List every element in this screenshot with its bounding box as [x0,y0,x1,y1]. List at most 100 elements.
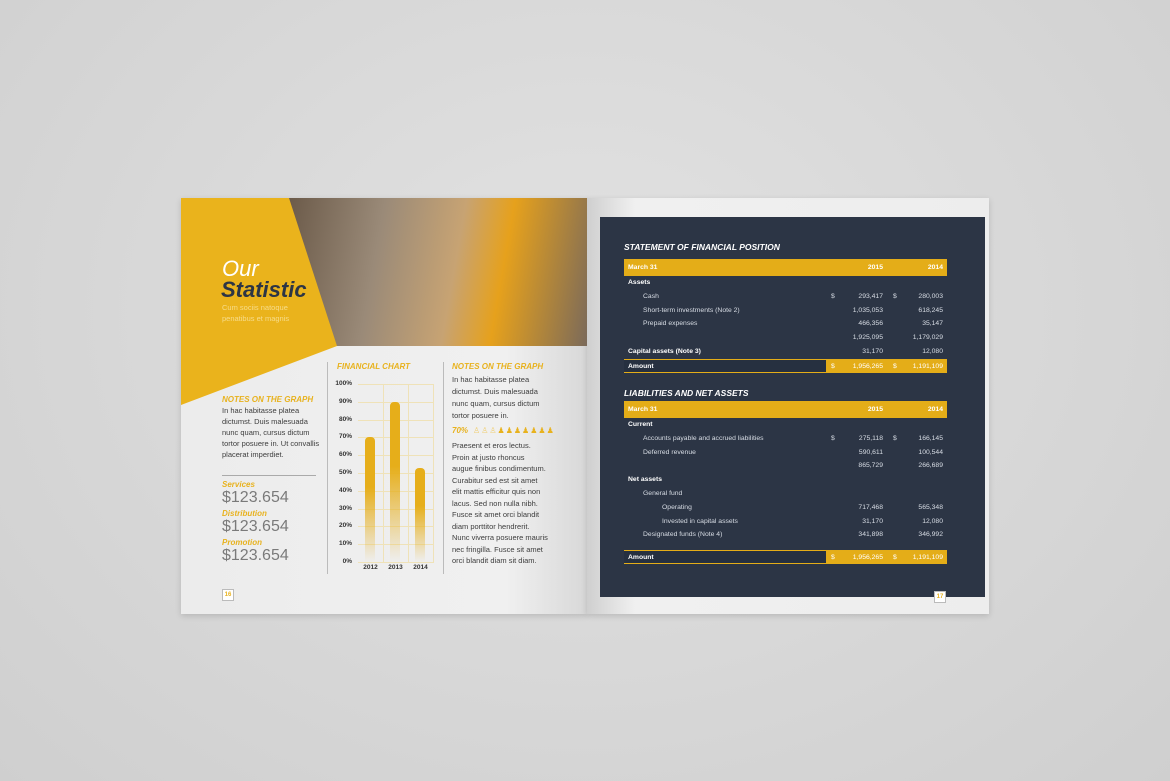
total-cur2: $ [893,554,897,562]
row-label: Accounts payable and accrued liabilities [643,434,764,442]
cell-v2014: 100,544 [918,448,943,456]
row-label: Deferred revenue [643,448,696,456]
cell-cur2: $ [893,292,897,300]
subtitle-line: Cum sociis natoque [222,303,288,312]
table-row: Assets [624,276,947,290]
header-cell: 2015 [867,406,883,413]
stat-item: Promotion $123.654 [222,538,289,564]
table-row: General fund [624,487,947,501]
section2-title: LIABILITIES AND NET ASSETS [624,388,749,398]
total-label: Amount [628,554,654,562]
total-cur1: $ [831,362,835,370]
cell-v2015: 31,170 [862,517,883,525]
row-label: Invested in capital assets [662,517,738,525]
table-row: Designated funds (Note 4) 341,898 346,992 [624,528,947,542]
y-tick-label: 70% [338,433,352,441]
cell-v2015: 590,611 [858,448,883,456]
stat-item: Services $123.654 [222,480,289,506]
gridline [358,384,434,385]
stats-list: Services $123.654 Distribution $123.654 Prom… [222,480,289,567]
text-line: nunc quam, cursus dictum [222,428,310,437]
cell-v2015: 466,356 [858,320,883,328]
bar-2014 [415,467,425,562]
table-row: Accounts payable and accrued liabilities… [624,432,947,446]
y-tick-label: 20% [338,522,352,530]
text-line: Proin at justo rhoncus [452,452,525,462]
gridline-v [433,384,434,562]
divider [327,362,328,574]
cell-v2014: 35,147 [922,320,943,328]
person-filled-icon: ♟ [546,425,554,435]
cell-v2015: 31,170 [862,347,883,355]
person-filled-icon: ♟ [497,425,505,435]
total-row: Amount $1,956,265 $1,191,109 [624,550,947,565]
stat-item: Distribution $123.654 [222,509,289,535]
person-filled-icon: ♟ [505,425,513,435]
text-line: In hac habitasse platea [222,406,300,415]
gridline-v [408,384,409,562]
y-tick-label: 90% [338,397,352,405]
text-line: Praesent et eros lectus. [452,441,531,450]
header-cell: March 31 [628,406,658,413]
total-cur1: $ [831,554,835,562]
stat-label: Promotion [222,538,262,547]
text-line: orci blandit diam sit diam. [452,556,537,565]
notes2-text: In hac habitasse platea dictumst. Duis ma… [452,374,540,422]
y-tick-label: 10% [338,540,352,548]
cell-v2014: 346,992 [918,531,943,539]
stat-value: $123.654 [222,518,289,535]
text-line: Nunc viverra posuere mauris [452,533,548,542]
total-label: Amount [628,362,654,370]
cell-v2015: 1,035,053 [852,306,883,314]
people-rating: 70% ♙ ♙ ♙ ♟ ♟ ♟ ♟ ♟ ♟ ♟ [452,425,554,436]
bar-2013 [390,401,400,562]
cell-v2015: 293,417 [858,292,883,300]
stat-label: Distribution [222,509,267,518]
header-cell: 2014 [927,264,943,271]
table-row: Capital assets (Note 3) 31,170 12,080 [624,345,947,359]
text-line: tortor posuere in. Ut convallis [222,439,320,448]
cell-v2014: 565,348 [918,503,943,511]
total-highlight [826,551,947,564]
notes-text: In hac habitasse platea dictumst. Duis ma… [222,405,322,460]
header-cell: 2015 [867,264,883,271]
notes3-text: Praesent et eros lectus. Proin at justo r… [452,440,548,567]
table-row: Prepaid expenses 466,356 35,147 [624,317,947,331]
row-label: Prepaid expenses [643,320,698,328]
financial-position-table: March 31 2015 2014 Assets Cash $293,417 $280,0… [624,259,947,373]
text-line: In hac habitasse platea [452,375,530,384]
page-number-left: 16 [222,589,234,601]
stat-value: $123.654 [222,547,289,564]
text-line: nunc quam, cursus dictum [452,399,540,408]
row-label: Cash [643,292,659,300]
y-tick-label: 80% [338,415,352,423]
yellow-banner-shape [181,198,337,405]
cell-v2015: 1,925,095 [852,334,883,342]
person-filled-icon: ♟ [513,425,522,435]
cell-v2014: 280,003 [918,292,943,300]
table-row: Invested in capital assets 31,170 12,080 [624,515,947,529]
bar-2012 [365,437,375,562]
cell-cur1: $ [831,292,835,300]
person-filled-icon: ♟ [522,425,530,435]
row-label: Capital assets (Note 3) [628,347,701,355]
subtitle-line: penatibus et magnis [222,314,290,323]
table-row: Cash $293,417 $280,003 [624,290,947,304]
stat-value: $123.654 [222,489,289,506]
y-tick-label: 40% [338,486,352,494]
total-highlight [826,359,947,372]
text-line: augue finibus condimentum. [452,464,546,473]
person-filled-icon: ♟ [530,425,538,435]
cell-v2015: 275,118 [858,434,883,442]
cell-cur2: $ [893,434,897,442]
table-row: 865,729 266,689 [624,459,947,473]
liabilities-table: March 31 2015 2014 Current Accounts payable … [624,401,947,565]
text-line: dictumst. Duis malesuada [222,417,308,426]
table-header: March 31 2015 2014 [624,259,947,276]
person-filled-icon: ♟ [538,425,546,435]
total-v2014: 1,191,109 [912,362,943,370]
table-row: Operating 717,468 565,348 [624,501,947,515]
cell-v2015: 341,898 [858,531,883,539]
table-row: Short-term investments (Note 2) 1,035,053… [624,304,947,318]
table-row: 1,925,095 1,179,029 [624,331,947,345]
